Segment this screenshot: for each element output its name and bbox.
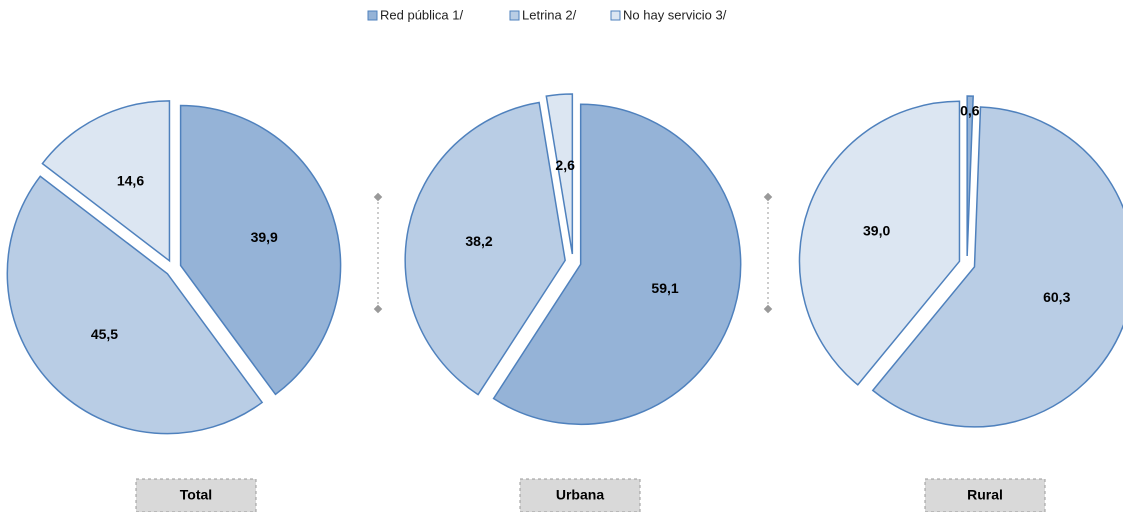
title-box (924, 478, 1046, 512)
legend-label: Letrina 2/ (522, 7, 577, 22)
data-label: 38,2 (465, 233, 492, 249)
legend-swatch (367, 10, 378, 21)
chart-title: Rural (967, 487, 1003, 503)
legend-swatch (509, 10, 520, 21)
data-label: 59,1 (651, 280, 678, 296)
chart-title: Urbana (556, 487, 604, 503)
pie-slice (6, 175, 264, 435)
legend-label: No hay servicio 3/ (623, 7, 727, 22)
pie-slice (545, 93, 574, 255)
data-label: 39,9 (251, 229, 278, 245)
pie-slice (966, 95, 974, 257)
data-label: 39,0 (863, 222, 890, 238)
data-label: 0,6 (960, 103, 980, 119)
legend-label: Red pública 1/ (380, 7, 463, 22)
chart-title: Total (180, 487, 212, 503)
pie-slice (404, 101, 566, 396)
pie-slice (41, 100, 171, 263)
data-label: 2,6 (555, 157, 575, 173)
data-label: 14,6 (117, 173, 144, 189)
data-label: 60,3 (1043, 289, 1070, 305)
data-label: 45,5 (91, 326, 118, 342)
pie-slice (798, 100, 961, 386)
pie-slice (492, 103, 742, 426)
title-box (135, 478, 257, 512)
pie-slice (871, 106, 1123, 428)
legend-swatch (610, 10, 621, 21)
title-box (519, 478, 641, 512)
pie-slice (179, 104, 342, 396)
